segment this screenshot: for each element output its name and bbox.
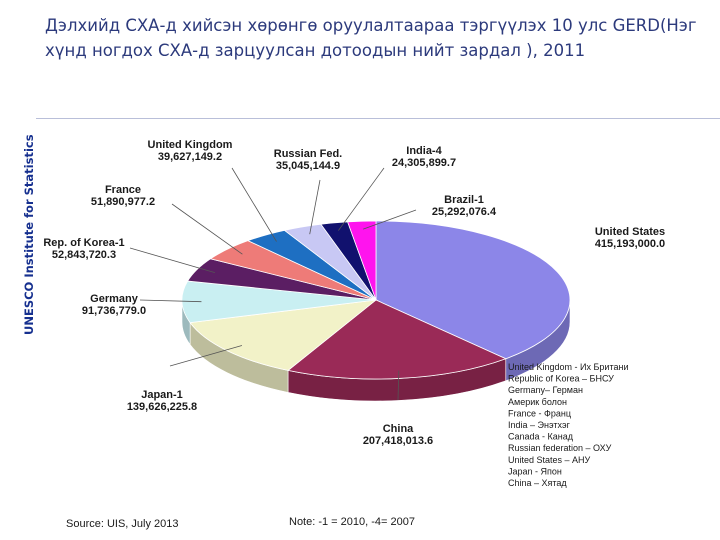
slice-japan-1 [189, 299, 378, 371]
slice-value-japan-1: 139,626,225.8 [127, 401, 197, 413]
slice-value-united-kingdom: 39,627,149.2 [158, 151, 222, 163]
glossary-line: France - Франц [508, 408, 571, 418]
leader-line-germany [139, 299, 202, 303]
slice-value-germany: 91,736,779.0 [82, 305, 146, 317]
glossary-line: Germany– Герман [508, 385, 583, 395]
slice-label-france: France [105, 184, 141, 196]
slice-label-united-kingdom: United Kingdom [148, 139, 233, 151]
leader-line-russian-fed [309, 179, 321, 235]
chart-title: Дэлхийд СХА-д хийсэн хөрөнгө оруулалтаар… [45, 16, 697, 60]
leader-line-united-kingdom [231, 167, 277, 242]
glossary-line: Japan - Япон [508, 466, 562, 476]
slice-germany [181, 280, 377, 324]
country-glossary: United Kingdom - Их Британи Republic of K… [508, 362, 628, 488]
leader-lines [129, 167, 417, 401]
slice-label-japan-1: Japan-1 [141, 389, 183, 401]
leader-line-china [397, 370, 400, 401]
leader-line-rep-of-korea-1 [129, 247, 215, 273]
slice-value-china: 207,418,013.6 [363, 435, 433, 447]
leader-line-france [171, 203, 243, 255]
glossary-line: Canada - Канад [508, 432, 574, 442]
slice-value-russian-fed: 35,045,144.9 [276, 160, 340, 172]
slice-label-china: China [383, 423, 414, 435]
slice-label-germany: Germany [90, 293, 139, 305]
glossary-line: United States – АНУ [508, 455, 591, 465]
slice-value-brazil-1: 25,292,076.4 [432, 206, 497, 218]
title-divider [36, 118, 720, 119]
source-note: Source: UIS, July 2013 [66, 518, 179, 530]
slice-brazil-1 [347, 220, 377, 301]
leader-line-india-4 [338, 167, 385, 231]
slice-value-france: 51,890,977.2 [91, 196, 155, 208]
glossary-line: India – Энэтхэг [508, 420, 571, 430]
pie-slices [181, 220, 571, 380]
slice-label-rep-of-korea-1: Rep. of Korea-1 [43, 237, 124, 249]
leader-line-japan-1 [169, 345, 243, 367]
slice-china [287, 299, 507, 380]
slice-united-states [375, 220, 571, 360]
slice-label-russian-fed: Russian Fed. [274, 148, 342, 160]
glossary-line: United Kingdom - Их Британи [508, 362, 628, 372]
glossary-line: Америк болон [508, 397, 567, 407]
slice-value-rep-of-korea-1: 52,843,720.3 [52, 249, 116, 261]
slice-label-united-states: United States [595, 226, 665, 238]
glossary-line: China – Хятад [508, 478, 567, 488]
slice-value-united-states: 415,193,000.0 [595, 238, 665, 250]
leader-line-brazil-1 [363, 209, 417, 230]
glossary-line: Russian federation – ОХУ [508, 443, 612, 453]
slice-label-brazil-1: Brazil-1 [444, 194, 484, 206]
footnote: Note: -1 = 2010, -4= 2007 [289, 516, 415, 528]
glossary-line: Republic of Korea – БНСУ [508, 374, 614, 384]
slice-label-india-4: India-4 [406, 145, 442, 157]
slice-value-india-4: 24,305,899.7 [392, 157, 456, 169]
